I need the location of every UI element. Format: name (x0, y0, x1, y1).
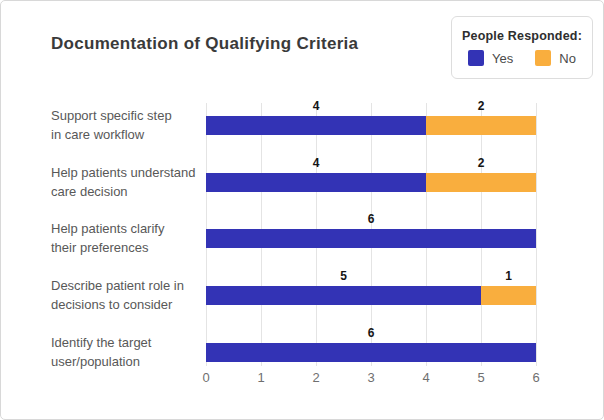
value-label: 6 (351, 326, 391, 340)
legend-item-no: No (535, 50, 576, 66)
legend-item-yes: Yes (468, 50, 513, 66)
value-label: 4 (296, 156, 336, 170)
x-tick-label: 0 (191, 370, 221, 385)
bar-row (206, 343, 536, 362)
value-label: 2 (461, 99, 501, 113)
x-tick-label: 4 (411, 370, 441, 385)
category-label: Help patients clarifytheir preferences (51, 219, 206, 257)
bar-row (206, 173, 536, 192)
bar-segment-yes (206, 286, 481, 305)
category-label: Help patients understandcare decision (51, 163, 206, 201)
value-label: 2 (461, 156, 501, 170)
bar-segment-yes (206, 173, 426, 192)
legend-title: People Responded: (462, 29, 582, 43)
value-label: 1 (489, 269, 529, 283)
category-label: Identify the targetuser/population (51, 333, 206, 371)
yes-color-swatch (468, 50, 484, 66)
bar-segment-yes (206, 229, 536, 248)
x-tick-label: 5 (466, 370, 496, 385)
legend-label-yes: Yes (492, 51, 513, 66)
bar-segment-no (426, 173, 536, 192)
gridline (536, 103, 537, 366)
bar-row (206, 116, 536, 135)
chart-title: Documentation of Qualifying Criteria (51, 34, 358, 54)
chart-card: Documentation of Qualifying Criteria Peo… (0, 0, 604, 420)
category-label: Describe patient role indecisions to con… (51, 276, 206, 314)
x-tick-label: 2 (301, 370, 331, 385)
x-tick-label: 6 (521, 370, 551, 385)
bar-segment-no (426, 116, 536, 135)
legend-items: Yes No (468, 50, 576, 66)
x-tick-label: 1 (246, 370, 276, 385)
legend: People Responded: Yes No (451, 16, 593, 79)
bar-segment-yes (206, 116, 426, 135)
bar-row (206, 229, 536, 248)
value-label: 4 (296, 99, 336, 113)
bar-row (206, 286, 536, 305)
category-label: Support specific stepin care workflow (51, 106, 206, 144)
x-tick-label: 3 (356, 370, 386, 385)
bar-segment-yes (206, 343, 536, 362)
bar-segment-no (481, 286, 536, 305)
value-label: 6 (351, 212, 391, 226)
legend-label-no: No (559, 51, 576, 66)
no-color-swatch (535, 50, 551, 66)
value-label: 5 (324, 269, 364, 283)
